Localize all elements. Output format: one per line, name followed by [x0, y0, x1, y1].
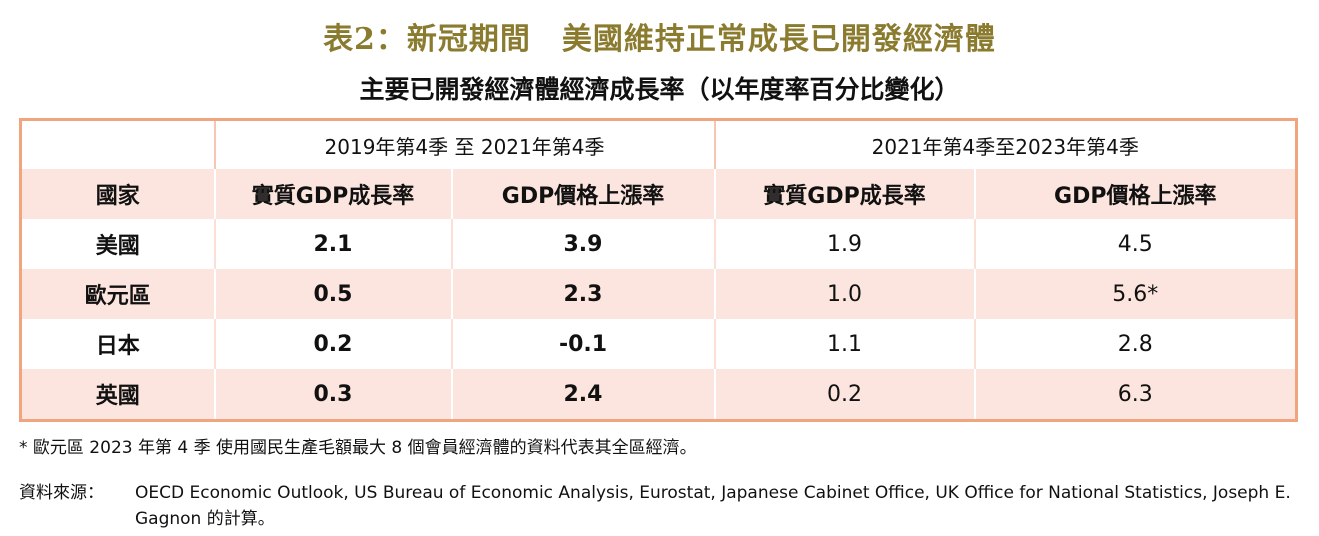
value-cell: 2.1	[213, 219, 452, 269]
column-header-row: 國家 實質GDP成長率 GDP價格上漲率 實質GDP成長率 GDP價格上漲率	[19, 169, 1297, 219]
value-cell: 0.2	[713, 369, 975, 421]
country-cell: 日本	[95, 334, 140, 359]
column-header: GDP價格上漲率	[450, 169, 715, 219]
period-header-1: 2019年第4季 至 2021年第4季	[213, 119, 715, 169]
country-cell: 英國	[19, 369, 215, 421]
value-cell: 4.5	[973, 219, 1297, 269]
source-label: 資料來源：	[19, 483, 104, 503]
value-cell: -0.1	[450, 319, 715, 369]
value-cell: 2.8	[973, 319, 1297, 369]
table-row: 日本 0.2 -0.1 1.1 2.8	[21, 319, 1297, 369]
table-subtitle: 主要已開發經濟體經濟成長率（以年度率百分比變化）	[359, 75, 960, 104]
table-row: 英國 0.3 2.4 0.2 6.3	[19, 369, 1297, 421]
value-cell: 3.9	[450, 219, 715, 269]
country-cell: 美國	[95, 234, 140, 259]
source-text: OECD Economic Outlook, US Bureau of Econ…	[135, 483, 1291, 529]
column-header: GDP價格上漲率	[973, 169, 1297, 219]
period-header-row: 2019年第4季 至 2021年第4季 2021年第4季至2023年第4季	[19, 119, 1297, 169]
value-cell: 2.3	[450, 269, 715, 319]
value-cell: 1.1	[713, 319, 975, 369]
value-cell: 1.0	[713, 269, 975, 319]
value-cell: 1.9	[713, 219, 975, 269]
value-cell: 2.4	[450, 369, 715, 421]
gdp-growth-table: 2019年第4季 至 2021年第4季 2021年第4季至2023年第4季 國家…	[19, 118, 1298, 422]
country-cell: 歐元區	[19, 269, 215, 319]
source-note: 資料來源： OECD Economic Outlook, US Bureau o…	[19, 480, 1309, 532]
column-header: 實質GDP成長率	[713, 169, 975, 219]
value-cell: 0.3	[213, 369, 452, 421]
table-row: 美國 2.1 3.9 1.9 4.5	[21, 219, 1297, 269]
footnote: * 歐元區 2023 年第 4 季 使用國民生產毛額最大 8 個會員經濟體的資料…	[19, 438, 697, 458]
value-cell: 0.5	[213, 269, 452, 319]
value-cell: 0.2	[213, 319, 452, 369]
value-cell: 6.3	[973, 369, 1297, 421]
table-title: 表2：新冠期間 美國維持正常成長已開發經濟體	[323, 22, 996, 57]
empty-header-cell	[19, 119, 215, 169]
column-header: 實質GDP成長率	[213, 169, 452, 219]
value-cell: 5.6*	[973, 269, 1297, 319]
column-header: 國家	[19, 169, 215, 219]
table-row: 歐元區 0.5 2.3 1.0 5.6*	[19, 269, 1297, 319]
period-header-2: 2021年第4季至2023年第4季	[713, 119, 1297, 169]
